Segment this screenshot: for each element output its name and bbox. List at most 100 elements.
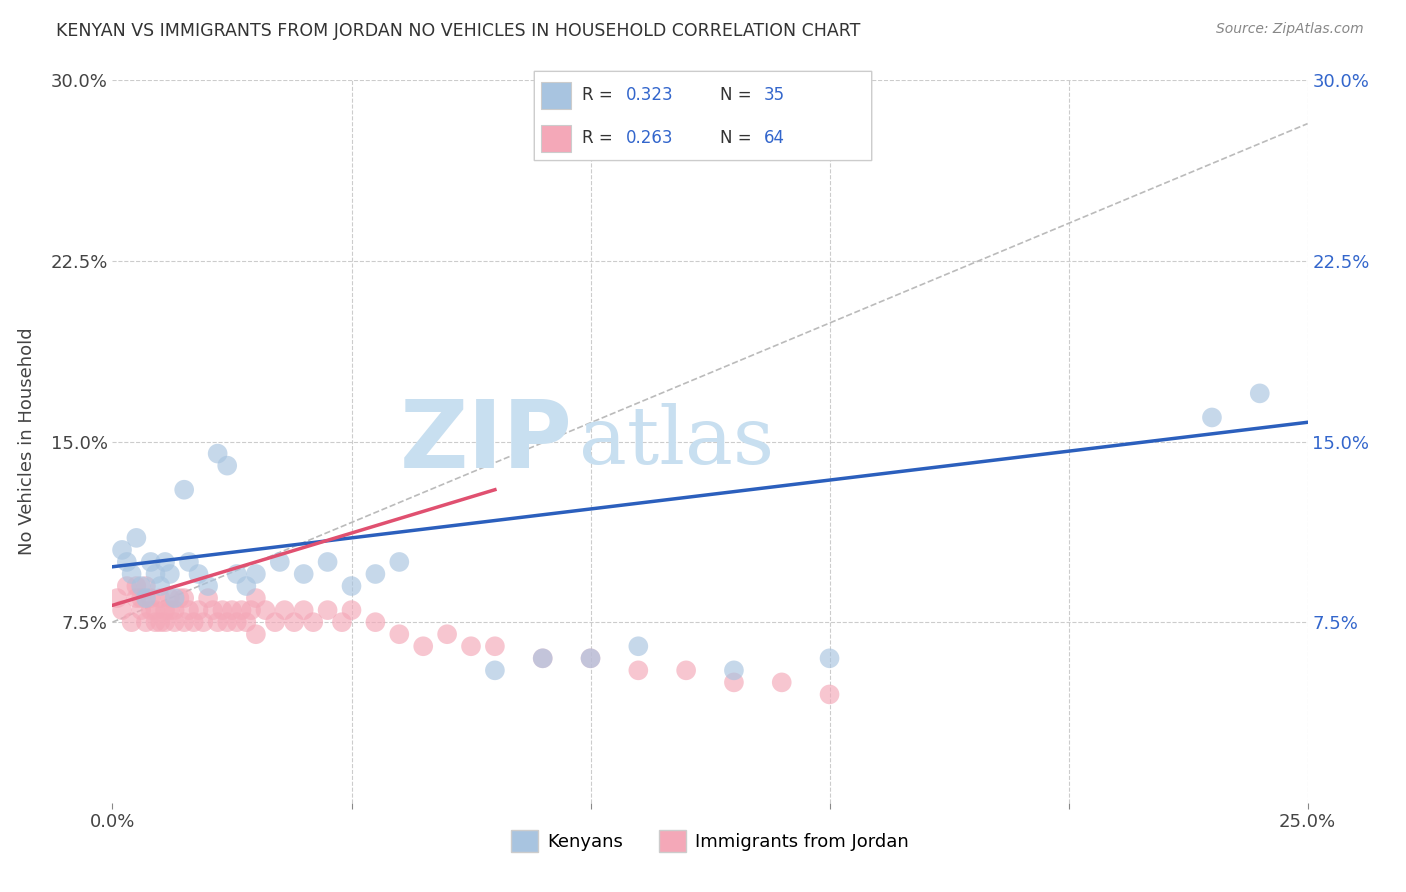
Point	[139, 603, 162, 617]
Point	[292, 567, 315, 582]
Point	[177, 555, 200, 569]
Point	[197, 591, 219, 605]
Point	[129, 579, 152, 593]
Point	[183, 615, 205, 630]
Point	[412, 639, 434, 653]
Point	[316, 603, 339, 617]
Point	[201, 603, 224, 617]
Point	[139, 591, 162, 605]
Point	[149, 591, 172, 605]
Point	[159, 603, 181, 617]
Point	[675, 664, 697, 678]
Text: 64: 64	[763, 129, 785, 147]
Point	[292, 603, 315, 617]
Point	[723, 675, 745, 690]
Point	[484, 639, 506, 653]
Point	[579, 651, 602, 665]
Point	[135, 579, 157, 593]
Point	[111, 603, 134, 617]
Point	[245, 627, 267, 641]
Point	[340, 603, 363, 617]
Point	[207, 615, 229, 630]
Point	[436, 627, 458, 641]
Point	[135, 591, 157, 605]
Point	[139, 555, 162, 569]
Point	[217, 458, 239, 473]
Point	[153, 615, 176, 630]
Point	[207, 446, 229, 460]
Point	[364, 567, 387, 582]
Point	[111, 542, 134, 557]
Point	[129, 591, 152, 605]
Point	[225, 567, 247, 582]
Point	[1249, 386, 1271, 401]
Point	[484, 664, 506, 678]
Point	[264, 615, 287, 630]
Text: 0.263: 0.263	[626, 129, 673, 147]
Point	[240, 603, 263, 617]
Point	[235, 579, 257, 593]
Point	[221, 603, 243, 617]
Point	[149, 579, 172, 593]
Point	[153, 555, 176, 569]
Point	[121, 615, 143, 630]
Point	[531, 651, 554, 665]
Point	[770, 675, 793, 690]
Point	[125, 591, 148, 605]
Point	[723, 664, 745, 678]
Point	[173, 615, 195, 630]
Point	[269, 555, 291, 569]
Point	[163, 591, 186, 605]
Point	[159, 567, 181, 582]
Point	[254, 603, 277, 617]
Text: 0.323: 0.323	[626, 87, 673, 104]
Point	[579, 651, 602, 665]
Point	[163, 615, 186, 630]
Point	[173, 483, 195, 497]
Point	[145, 567, 167, 582]
Point	[169, 591, 191, 605]
Point	[531, 651, 554, 665]
Text: ZIP: ZIP	[399, 395, 572, 488]
Point	[197, 579, 219, 593]
Point	[217, 615, 239, 630]
Point	[627, 639, 650, 653]
Point	[129, 603, 152, 617]
Point	[818, 687, 841, 701]
Point	[388, 555, 411, 569]
Point	[302, 615, 325, 630]
Point	[273, 603, 295, 617]
Text: R =: R =	[582, 87, 617, 104]
Text: R =: R =	[582, 129, 617, 147]
Point	[173, 591, 195, 605]
Point	[388, 627, 411, 641]
Text: N =: N =	[720, 87, 756, 104]
Point	[121, 567, 143, 582]
FancyBboxPatch shape	[534, 71, 872, 161]
Point	[283, 615, 305, 630]
Point	[211, 603, 233, 617]
Y-axis label: No Vehicles in Household: No Vehicles in Household	[18, 327, 37, 556]
Bar	[541, 82, 571, 109]
Point	[149, 615, 172, 630]
Point	[135, 615, 157, 630]
Text: Source: ZipAtlas.com: Source: ZipAtlas.com	[1216, 22, 1364, 37]
Point	[364, 615, 387, 630]
Point	[187, 567, 209, 582]
Point	[125, 531, 148, 545]
Text: KENYAN VS IMMIGRANTS FROM JORDAN NO VEHICLES IN HOUSEHOLD CORRELATION CHART: KENYAN VS IMMIGRANTS FROM JORDAN NO VEHI…	[56, 22, 860, 40]
Point	[231, 603, 253, 617]
Point	[818, 651, 841, 665]
Point	[177, 603, 200, 617]
Text: 35: 35	[763, 87, 785, 104]
Point	[153, 603, 176, 617]
Point	[1201, 410, 1223, 425]
Point	[187, 603, 209, 617]
Point	[460, 639, 482, 653]
Point	[316, 555, 339, 569]
Point	[159, 591, 181, 605]
Point	[1344, 169, 1367, 184]
Point	[125, 579, 148, 593]
Point	[163, 603, 186, 617]
Point	[145, 603, 167, 617]
